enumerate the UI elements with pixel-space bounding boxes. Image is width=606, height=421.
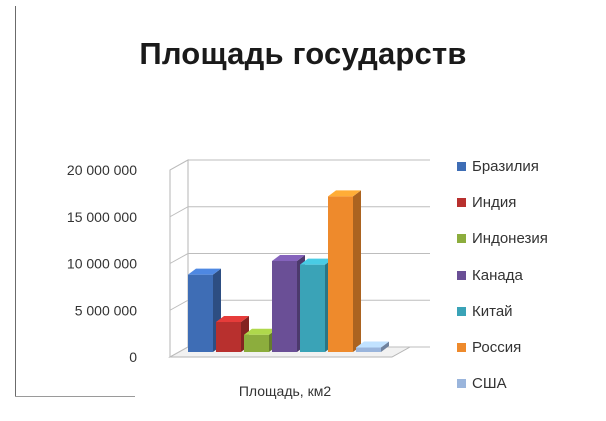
legend-swatch (457, 379, 466, 389)
bar-1 (188, 268, 221, 352)
legend-label: Индия (472, 193, 517, 211)
legend-label: Россия (472, 339, 522, 357)
legend-item: Россия (457, 329, 603, 365)
legend-label: Китай (472, 302, 513, 320)
y-tick-label: 15 000 000 (67, 209, 137, 225)
bar-front (188, 274, 213, 352)
bar-top (272, 255, 305, 261)
bar-front (300, 264, 325, 352)
legend-swatch (457, 197, 466, 207)
legend-label: США (472, 375, 507, 393)
legend-swatch (457, 343, 466, 353)
bar-front (356, 347, 381, 352)
bar-4 (272, 255, 305, 352)
bar-side (381, 341, 389, 352)
legend-swatch (457, 306, 466, 316)
legend-swatch (457, 161, 466, 171)
y-tick-label: 20 000 000 (67, 162, 137, 178)
legend-item: Китай (457, 293, 603, 329)
chart-border-left (15, 6, 16, 396)
legend-item: Индия (457, 184, 603, 220)
legend-item: США (457, 366, 603, 402)
x-axis-label: Площадь, км2 (239, 383, 331, 399)
legend-swatch (457, 234, 466, 244)
y-tick-label: 10 000 000 (67, 256, 137, 272)
legend-swatch (457, 270, 466, 280)
bar-7 (356, 341, 389, 352)
bars (188, 190, 389, 352)
bar-6 (328, 190, 361, 352)
legend-label: Индонезия (472, 230, 548, 248)
bar-top (328, 190, 361, 197)
chart-border-bottom (15, 396, 135, 397)
gridline (169, 206, 430, 218)
gridline (169, 159, 430, 171)
bar-front (328, 196, 353, 352)
bar-front (272, 261, 297, 352)
bar-top (216, 315, 249, 322)
bar-top (244, 328, 277, 335)
bar-front (216, 321, 241, 352)
bar-top (300, 258, 333, 265)
legend-label: Бразилия (472, 157, 539, 175)
bar-top (188, 268, 221, 275)
legend-label: Канада (472, 266, 523, 284)
y-tick-label: 5 000 000 (75, 302, 137, 318)
chart-title: Площадь государств (139, 36, 467, 71)
bar-side (353, 190, 361, 352)
legend-item: Канада (457, 257, 603, 293)
y-axis-ticks: 0 5 000 000 10 000 000 15 000 000 20 000 000 (67, 162, 137, 365)
bar-top (356, 341, 389, 348)
y-tick-label: 0 (129, 349, 137, 365)
legend-item: Бразилия (457, 148, 603, 184)
legend-item: Индонезия (457, 221, 603, 257)
legend: Бразилия Индия Индонезия Канада Китай Россия С… (457, 148, 603, 402)
bar-front (244, 334, 269, 352)
